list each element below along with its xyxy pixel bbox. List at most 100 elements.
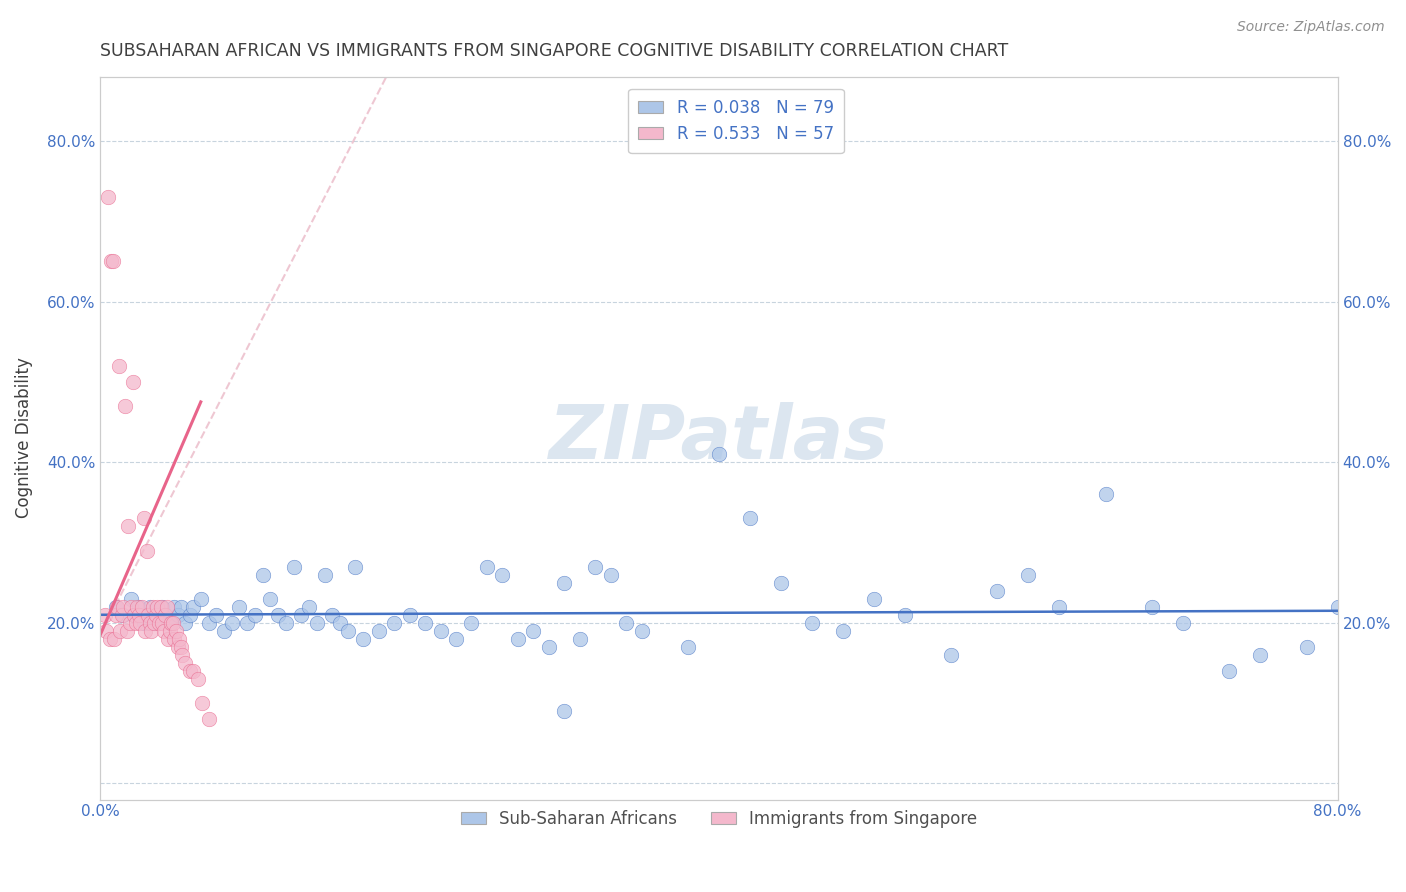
Point: [167, 632, 190, 646]
Point: [197, 615, 219, 630]
Point: [614, 615, 637, 630]
Point: [157, 632, 180, 646]
Point: [120, 599, 142, 614]
Point: [121, 375, 143, 389]
Point: [243, 607, 266, 622]
Point: [125, 615, 148, 630]
Point: [131, 599, 153, 614]
Point: [135, 607, 157, 622]
Point: [111, 607, 134, 622]
Point: [522, 624, 544, 638]
Point: [148, 615, 170, 630]
Point: [166, 607, 188, 622]
Point: [146, 599, 169, 614]
Point: [398, 607, 420, 622]
Point: [127, 599, 149, 614]
Point: [104, 599, 127, 614]
Point: [128, 607, 150, 622]
Point: [475, 559, 498, 574]
Point: [444, 632, 467, 646]
Point: [352, 632, 374, 646]
Point: [165, 624, 187, 638]
Point: [115, 624, 138, 638]
Point: [108, 359, 131, 373]
Point: [329, 615, 352, 630]
Point: [155, 607, 177, 622]
Point: [179, 664, 201, 678]
Point: [136, 607, 159, 622]
Point: [939, 648, 962, 662]
Point: [491, 567, 513, 582]
Point: [862, 591, 884, 606]
Point: [212, 624, 235, 638]
Point: [290, 607, 312, 622]
Point: [382, 615, 405, 630]
Point: [114, 399, 136, 413]
Point: [142, 599, 165, 614]
Point: [553, 575, 575, 590]
Point: [738, 511, 761, 525]
Point: [537, 640, 560, 654]
Point: [162, 615, 184, 630]
Point: [599, 567, 621, 582]
Point: [181, 664, 204, 678]
Point: [166, 640, 188, 654]
Point: [141, 624, 163, 638]
Point: [236, 615, 259, 630]
Point: [110, 624, 132, 638]
Point: [583, 559, 606, 574]
Point: [135, 543, 157, 558]
Point: [105, 599, 128, 614]
Point: [259, 591, 281, 606]
Point: [159, 624, 181, 638]
Point: [117, 519, 139, 533]
Point: [429, 624, 451, 638]
Point: [94, 607, 117, 622]
Point: [1295, 640, 1317, 654]
Point: [1094, 487, 1116, 501]
Point: [181, 599, 204, 614]
Point: [283, 559, 305, 574]
Point: [986, 583, 1008, 598]
Point: [1017, 567, 1039, 582]
Point: [321, 607, 343, 622]
Point: [228, 599, 250, 614]
Point: [159, 615, 181, 630]
Point: [460, 615, 482, 630]
Point: [1047, 599, 1070, 614]
Point: [98, 632, 121, 646]
Point: [150, 599, 173, 614]
Point: [150, 615, 173, 630]
Point: [1140, 599, 1163, 614]
Point: [413, 615, 436, 630]
Point: [118, 615, 141, 630]
Text: SUBSAHARAN AFRICAN VS IMMIGRANTS FROM SINGAPORE COGNITIVE DISABILITY CORRELATION: SUBSAHARAN AFRICAN VS IMMIGRANTS FROM SI…: [100, 42, 1008, 60]
Point: [148, 607, 170, 622]
Y-axis label: Cognitive Disability: Cognitive Disability: [15, 358, 32, 518]
Point: [129, 615, 152, 630]
Point: [179, 607, 201, 622]
Point: [172, 648, 194, 662]
Point: [104, 607, 127, 622]
Point: [1171, 615, 1194, 630]
Point: [298, 599, 321, 614]
Point: [160, 615, 183, 630]
Point: [174, 615, 197, 630]
Text: Source: ZipAtlas.com: Source: ZipAtlas.com: [1237, 20, 1385, 34]
Point: [676, 640, 699, 654]
Point: [149, 599, 172, 614]
Point: [769, 575, 792, 590]
Point: [152, 624, 174, 638]
Point: [145, 607, 167, 622]
Point: [252, 567, 274, 582]
Point: [274, 615, 297, 630]
Point: [170, 599, 193, 614]
Point: [124, 607, 146, 622]
Point: [124, 607, 146, 622]
Point: [97, 190, 120, 204]
Point: [800, 615, 823, 630]
Point: [553, 704, 575, 718]
Point: [336, 624, 359, 638]
Point: [1218, 664, 1240, 678]
Point: [101, 254, 124, 268]
